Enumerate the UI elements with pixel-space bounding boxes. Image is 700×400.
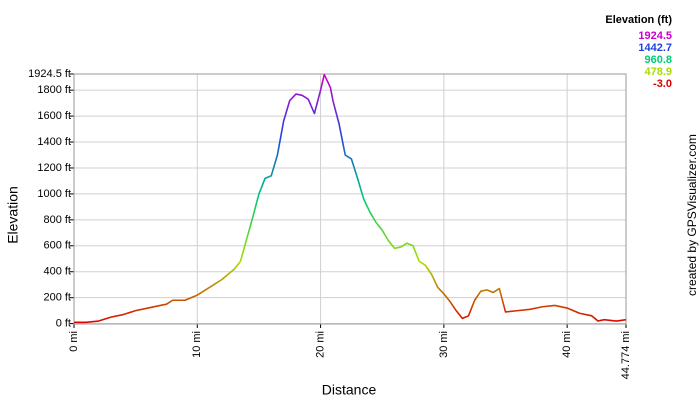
y-tick-label: 400 ft bbox=[43, 266, 71, 278]
y-tick-label: 1600 ft bbox=[37, 110, 71, 122]
x-tick-label: 44.774 mi bbox=[620, 331, 632, 379]
y-tick-label: 1400 ft bbox=[37, 136, 71, 148]
x-tick-label: 40 mi bbox=[561, 331, 573, 358]
y-tick-label: 1924.5 ft bbox=[28, 68, 71, 80]
x-tick-label: 20 mi bbox=[314, 331, 326, 358]
color-scale-label: 960.8 bbox=[644, 54, 672, 66]
color-scale-title: Elevation (ft) bbox=[605, 14, 672, 26]
x-axis-title: Distance bbox=[322, 382, 377, 398]
y-tick-label: 600 ft bbox=[43, 240, 71, 252]
elevation-line bbox=[74, 73, 627, 324]
color-scale-label: 1442.7 bbox=[638, 42, 672, 54]
y-tick-label: 1000 ft bbox=[37, 188, 71, 200]
y-tick-label: 800 ft bbox=[43, 214, 71, 226]
x-tick-label: 30 mi bbox=[438, 331, 450, 358]
color-scale-label: 478.9 bbox=[644, 66, 672, 78]
x-tick-label: 10 mi bbox=[191, 331, 203, 358]
color-scale-label: -3.0 bbox=[653, 78, 672, 90]
y-axis-title: Elevation bbox=[5, 186, 21, 244]
y-tick-label: 200 ft bbox=[43, 292, 71, 304]
y-tick-label: 0 ft bbox=[56, 318, 71, 330]
plot-frame bbox=[73, 73, 627, 325]
x-tick-label: 0 mi bbox=[68, 331, 80, 352]
credit: created by GPSVisualizer.com bbox=[685, 134, 699, 296]
y-tick-label: 1800 ft bbox=[37, 84, 71, 96]
y-tick-label: 1200 ft bbox=[37, 162, 71, 174]
color-scale-label: 1924.5 bbox=[638, 30, 672, 42]
